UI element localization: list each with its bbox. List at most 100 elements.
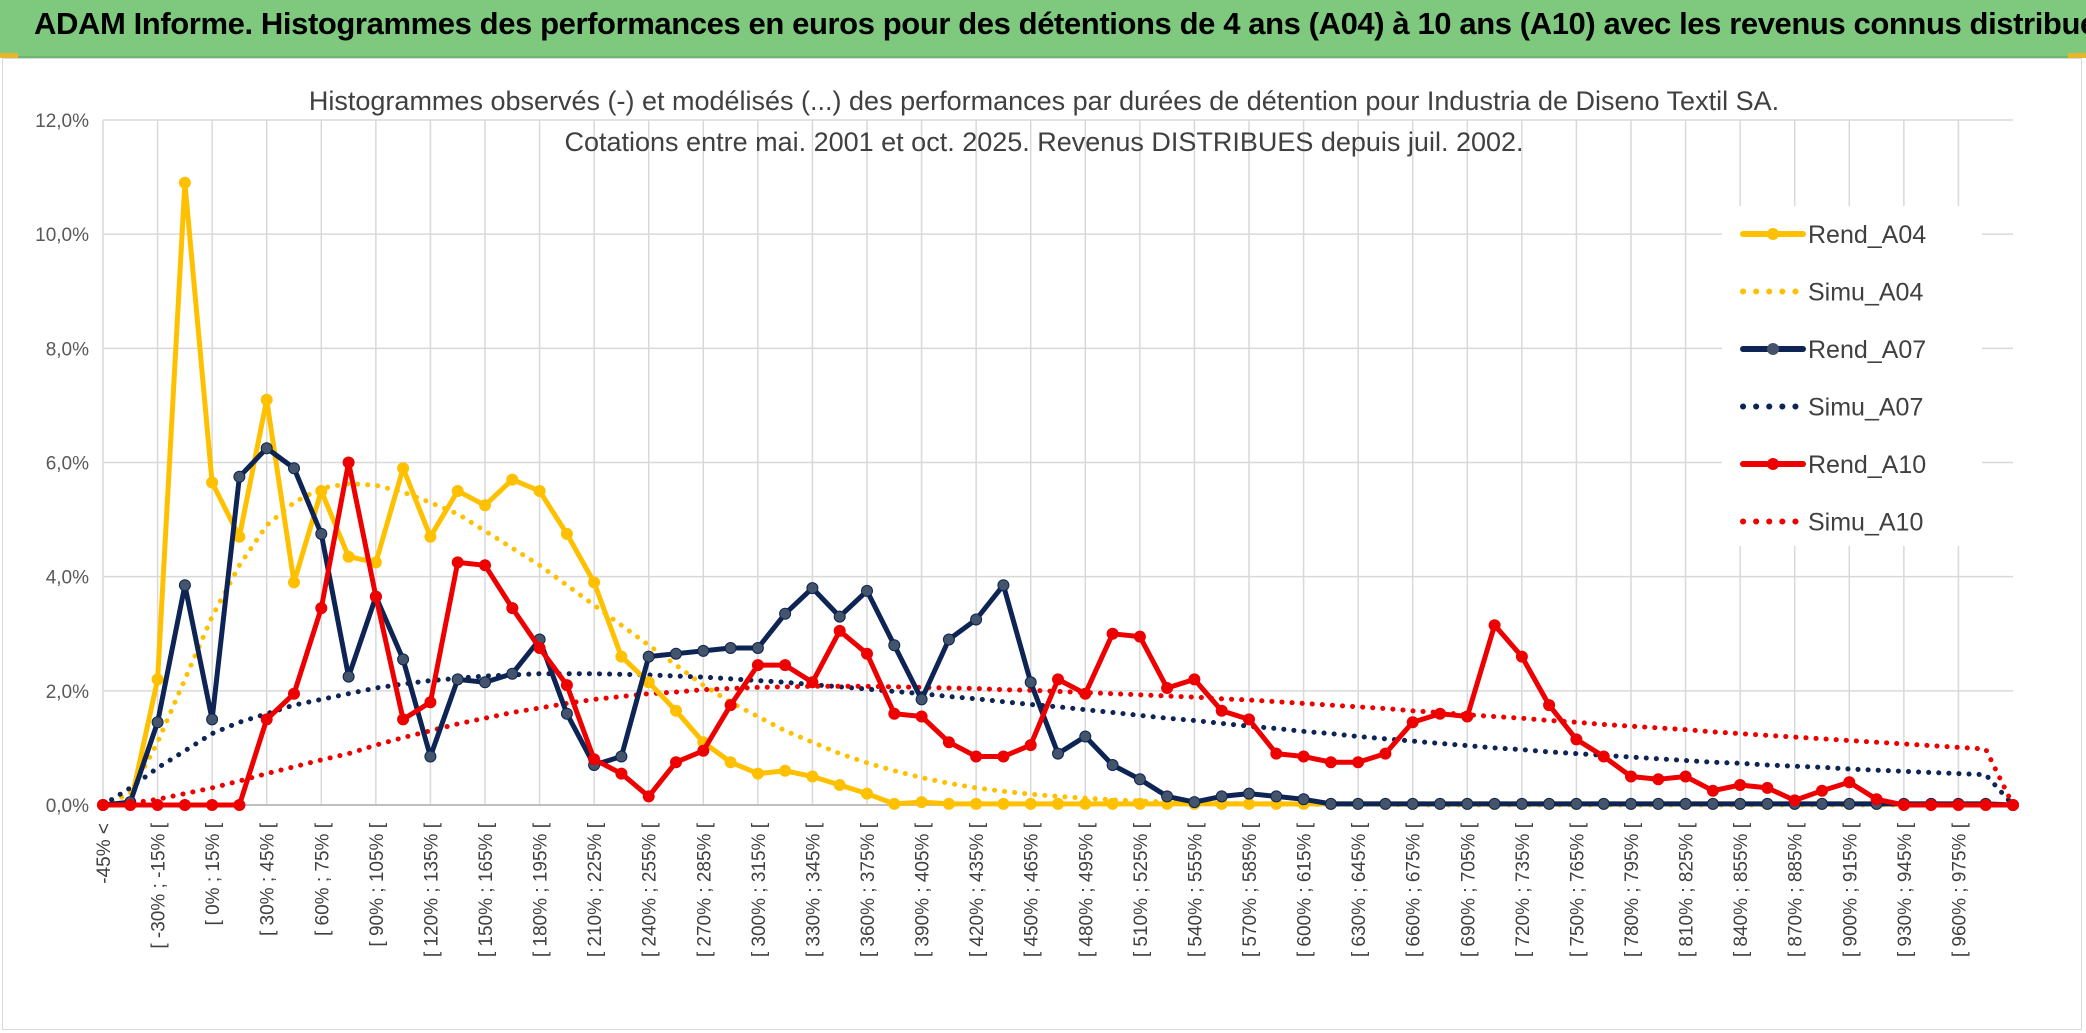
legend-item-simu_a04: Simu_A04	[1740, 279, 1923, 307]
x-tick-label: [ 240% ; 255% [	[640, 822, 661, 957]
legend-label: Simu_A10	[1808, 509, 1923, 537]
data-point	[1816, 797, 1828, 810]
data-point	[124, 799, 137, 811]
data-point	[1406, 797, 1419, 810]
data-point	[1761, 781, 1774, 794]
data-point	[1570, 733, 1583, 746]
x-tick-label: -45% <	[94, 823, 115, 884]
x-tick-label: [ 300% ; 315% [	[749, 822, 770, 957]
data-point	[206, 713, 219, 726]
legend: Rend_A04 Simu_A04 Rend_A07 Simu_A07 Rend_A10…	[1722, 206, 1982, 546]
chart-subtitle: Cotations entre mai. 2001 et oct. 2025. …	[564, 127, 1523, 157]
series-points-rend_a10	[97, 456, 2019, 811]
data-point	[942, 736, 955, 749]
data-point	[397, 713, 410, 726]
data-point	[997, 579, 1010, 592]
data-point	[451, 673, 464, 686]
data-point	[1461, 710, 1474, 723]
legend-label: Simu_A07	[1808, 394, 1923, 422]
data-point	[260, 713, 273, 726]
data-point	[588, 753, 601, 766]
data-point	[1488, 797, 1501, 810]
x-tick-label: [ 570% ; 585% [	[1240, 822, 1261, 957]
data-point	[1297, 750, 1310, 763]
data-point	[560, 527, 573, 540]
data-point	[1106, 627, 1119, 640]
legend-label: Rend_A04	[1808, 221, 1926, 249]
data-point	[1870, 793, 1883, 806]
data-point	[1515, 797, 1528, 810]
data-point	[1597, 797, 1610, 810]
data-point	[1434, 707, 1446, 720]
gridlines	[102, 119, 2013, 806]
data-point	[1133, 773, 1146, 786]
data-point	[533, 642, 546, 654]
data-point	[1352, 797, 1365, 810]
data-point	[315, 602, 328, 615]
data-point	[1270, 790, 1283, 803]
data-point	[151, 673, 164, 686]
data-point	[615, 767, 628, 780]
data-point	[833, 624, 846, 637]
data-point	[1734, 797, 1747, 810]
data-point	[1352, 756, 1365, 769]
data-point	[806, 582, 819, 595]
data-point	[1461, 797, 1474, 810]
data-point	[560, 707, 573, 720]
data-point	[1270, 747, 1283, 760]
x-tick-label: [ 420% ; 435% [	[967, 822, 988, 957]
data-point	[615, 750, 628, 763]
data-point	[670, 704, 682, 717]
series-points-rend_a07	[97, 442, 2019, 811]
data-point	[1379, 797, 1392, 810]
data-point	[942, 797, 955, 810]
data-point	[233, 470, 246, 483]
data-point	[1079, 797, 1092, 810]
legend-label: Rend_A10	[1808, 451, 1926, 479]
x-tick-label: [ 90% ; 105% [	[367, 822, 388, 946]
x-tick-label: [ 480% ; 495% [	[1076, 822, 1097, 957]
data-point	[779, 607, 792, 620]
data-point	[1215, 790, 1228, 803]
legend-marker	[1767, 343, 1779, 355]
data-point	[861, 787, 873, 800]
data-point	[1188, 673, 1201, 686]
x-tick-label: [ 600% ; 615% [	[1295, 822, 1316, 957]
data-point	[342, 670, 355, 683]
chart-frame	[2, 58, 2082, 1030]
data-point	[1515, 650, 1528, 663]
y-tick-label: 4,0%	[46, 568, 89, 589]
y-tick-label: 2,0%	[46, 682, 89, 703]
data-point	[806, 676, 819, 689]
data-point	[642, 650, 655, 663]
data-point	[997, 797, 1010, 810]
data-point	[506, 473, 519, 486]
data-point	[588, 576, 601, 589]
chart-title: Histogrammes observés (-) et modélisés (…	[309, 86, 1779, 116]
data-point	[1106, 797, 1119, 810]
data-point	[1706, 797, 1719, 810]
x-tick-label: [ -30% ; -15% [	[149, 822, 170, 948]
y-tick-label: 8,0%	[46, 339, 89, 360]
x-tick-label: [ 870% ; 885% [	[1786, 822, 1807, 957]
data-point	[1843, 776, 1856, 789]
data-point	[1052, 797, 1064, 810]
data-point	[1243, 797, 1255, 810]
data-point	[1625, 770, 1637, 783]
data-point	[724, 756, 737, 769]
legend-background	[1722, 206, 1982, 546]
data-point	[915, 796, 928, 809]
x-tick-label: [ 690% ; 705% [	[1458, 822, 1479, 957]
data-point	[1133, 630, 1146, 643]
axis-labels: 0,0% 2,0% 4,0% 6,0% 8,0% 10,0% 12,0% -45% < [ -3…	[35, 111, 1970, 957]
data-point	[1243, 787, 1255, 800]
data-point	[1652, 773, 1665, 786]
x-tick-label: [ 210% ; 225% [	[585, 822, 606, 957]
x-tick-label: [ 180% ; 195% [	[531, 822, 552, 957]
data-point	[1706, 784, 1719, 797]
data-point	[615, 650, 628, 663]
data-point	[506, 667, 519, 680]
data-point	[1597, 750, 1610, 763]
data-point	[724, 642, 737, 654]
data-point	[1297, 793, 1310, 806]
